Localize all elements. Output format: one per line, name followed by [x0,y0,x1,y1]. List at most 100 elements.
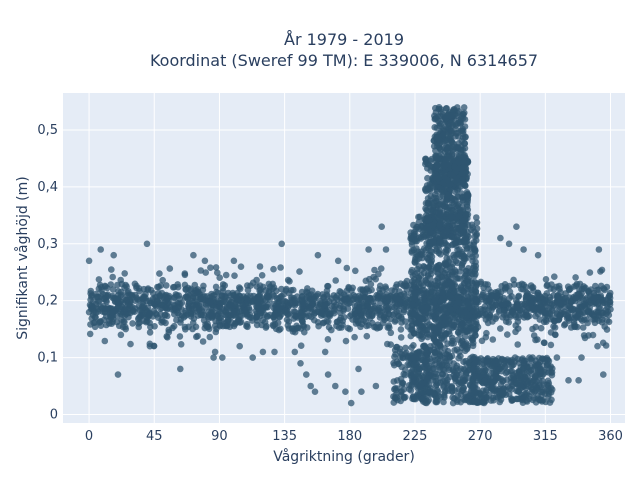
scatter-point [409,301,416,308]
scatter-point [556,313,563,320]
scatter-point [439,131,447,139]
scatter-point [436,247,443,254]
scatter-point [256,296,264,303]
scatter-point [102,305,110,313]
scatter-point [214,269,221,277]
scatter-point [556,285,563,293]
scatter-point [131,308,138,316]
scatter-point [603,317,611,324]
scatter-point [398,363,406,371]
scatter-point [507,362,515,369]
scatter-point [452,226,460,233]
scatter-point [181,281,189,289]
scatter-point [121,305,129,313]
scatter-point [230,322,238,330]
scatter-point [532,336,539,344]
scatter-point [96,318,104,326]
scatter-point [424,174,431,182]
x-tick-label: 225 [403,429,428,444]
scatter-point [332,277,340,284]
scatter-point [101,337,109,345]
scatter-point [561,321,568,329]
scatter-point [310,295,318,303]
scatter-point [492,393,500,401]
scatter-point [448,263,456,271]
scatter-point [424,216,431,224]
scatter-point [430,206,437,214]
scatter-point [581,334,589,342]
scatter-point [422,352,429,359]
scatter-point [484,357,491,365]
scatter-point [368,286,375,294]
scatter-point [172,291,180,298]
scatter-point [437,348,445,356]
scatter-point [502,318,510,325]
scatter-point [372,275,380,283]
scatter-point [436,216,444,223]
y-tick-label: 0,2 [37,294,58,309]
scatter-point [485,314,492,321]
scatter-point [102,283,109,290]
scatter-point [204,323,211,331]
scatter-point [236,285,244,293]
scatter-point [118,316,125,324]
scatter-point [364,311,372,318]
scatter-point [133,294,141,302]
scatter-point [604,303,611,311]
scatter-point [441,161,449,169]
scatter-point [384,293,391,301]
scatter-point [102,313,110,320]
scatter-point [265,280,273,288]
chart-title-line2: Koordinat (Sweref 99 TM): E 339006, N 63… [150,51,538,70]
scatter-point [415,213,422,221]
scatter-point [146,342,154,350]
scatter-point [433,285,441,292]
scatter-point [214,295,221,303]
scatter-point [550,323,557,330]
scatter-point [598,266,606,274]
scatter-point [453,152,461,159]
scatter-point [545,393,552,400]
scatter-point [461,279,468,287]
scatter-point [200,317,208,324]
scatter-point [486,297,493,305]
scatter-point [430,364,438,372]
scatter-point [320,319,328,326]
scatter-point [442,260,450,268]
scatter-point [473,219,481,226]
scatter-point [457,146,465,154]
scatter-point [249,354,256,361]
scatter-point [284,322,292,329]
scatter-point [429,358,436,365]
scatter-point [391,346,399,354]
scatter-point [169,284,177,291]
scatter-point [297,342,305,350]
scatter-point [319,310,326,318]
scatter-point [513,395,520,403]
scatter-point [603,310,610,318]
scatter-point [334,257,342,265]
scatter-point [561,308,568,315]
scatter-point [370,298,377,306]
scatter-point [454,396,461,404]
scatter-point [340,314,348,321]
scatter-point [450,106,457,114]
scatter-point [114,371,122,378]
scatter-point [278,285,285,293]
scatter-point [442,350,450,358]
scatter-point [539,386,546,394]
scatter-point [301,328,308,336]
scatter-point [372,382,380,390]
scatter-point [539,308,547,316]
scatter-point [425,263,433,271]
scatter-point [420,245,428,252]
y-tick-label: 0,4 [37,180,58,195]
scatter-point [382,246,390,253]
scatter-point [463,201,471,208]
scatter-point [182,293,190,301]
scatter-point [436,239,444,247]
scatter-point [163,312,171,320]
x-tick-label: 180 [337,429,362,444]
scatter-point [514,318,522,326]
